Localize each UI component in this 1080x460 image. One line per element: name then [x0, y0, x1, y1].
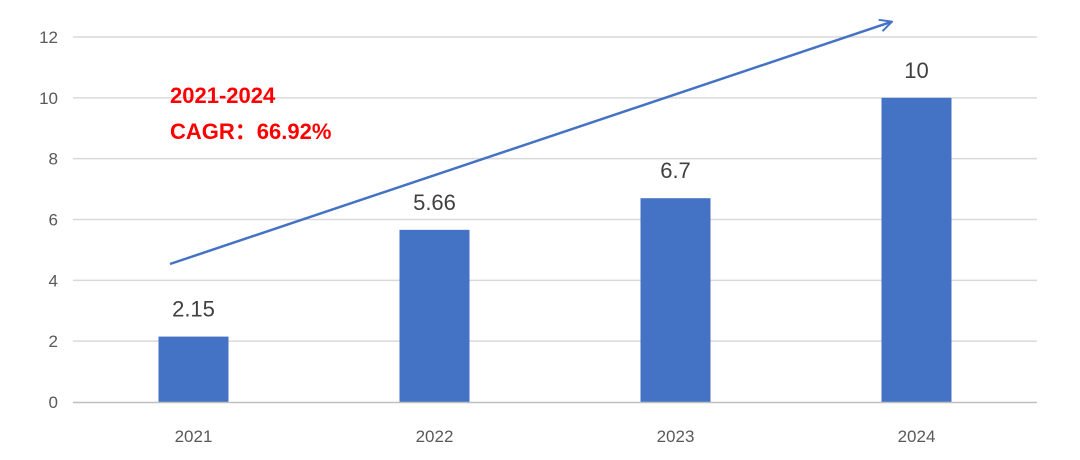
data-label-2022: 5.66 [413, 190, 456, 215]
bar-2022 [399, 229, 470, 402]
y-tick-label: 4 [49, 271, 58, 290]
trend-arrow [169, 22, 891, 266]
x-axis-ticks: 2021 2022 2023 2024 [175, 427, 936, 446]
bar-2021 [158, 336, 229, 402]
data-label-2021: 2.15 [172, 297, 215, 322]
gridlines [73, 36, 1037, 342]
cagr-value-label: CAGR：66.92% [170, 119, 331, 144]
x-tick-label: 2023 [657, 427, 695, 446]
bars [158, 97, 952, 402]
y-tick-label: 8 [49, 150, 58, 169]
y-axis-ticks: 0 2 4 6 8 10 12 [39, 28, 58, 412]
x-tick-label: 2024 [898, 427, 936, 446]
bar-2023 [640, 198, 711, 402]
bar-2024 [881, 97, 952, 402]
data-labels: 2.15 5.66 6.7 10 [172, 58, 929, 322]
data-label-2024: 10 [904, 58, 928, 83]
y-tick-label: 6 [49, 211, 58, 230]
x-tick-label: 2022 [416, 427, 454, 446]
y-tick-label: 2 [49, 332, 58, 351]
x-tick-label: 2021 [175, 427, 213, 446]
cagr-period-label: 2021-2024 [170, 83, 276, 108]
y-tick-label: 10 [39, 89, 58, 108]
data-label-2023: 6.7 [660, 158, 691, 183]
y-tick-label: 0 [49, 393, 58, 412]
y-tick-label: 12 [39, 28, 58, 47]
